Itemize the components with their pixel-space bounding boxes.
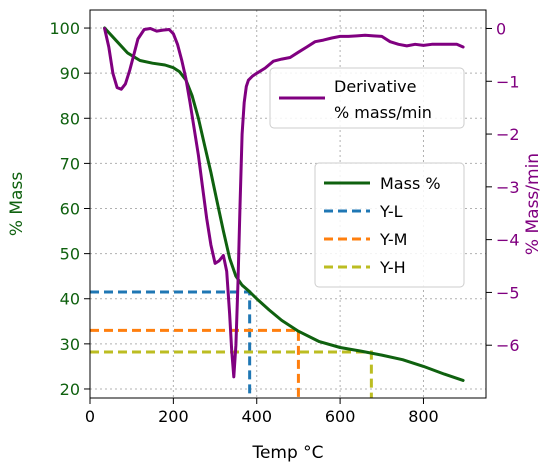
axis-layer: 0 200 400 600 800 20 30 40 50 60 70 80 90 100 0 −1 −2 −3 −… — [7, 19, 543, 463]
x-tick-label-400: 400 — [241, 407, 272, 426]
legend-derivative-box — [269, 67, 465, 129]
legend-derivative-label-line1: Derivative — [334, 77, 417, 96]
y-right-tick-label-m4: −4 — [496, 231, 520, 250]
y-left-tick-label-20: 20 — [60, 380, 80, 399]
ref-line-y-h — [90, 350, 373, 398]
y-right-tick-label-m5: −5 — [496, 283, 520, 302]
y-right-tick-label-m3: −3 — [496, 178, 520, 197]
y-left-axis-title: % Mass — [7, 172, 27, 236]
y-right-tick-label-m6: −6 — [496, 336, 520, 355]
legend-label-y-h: Y-H — [379, 258, 406, 277]
y-right-tick-label-0: 0 — [496, 19, 506, 38]
legend-layer: Derivative % mass/min Mass % Y-L Y-M Y-H — [269, 67, 465, 288]
legend-label-y-m: Y-M — [379, 230, 407, 249]
x-tick-label-600: 600 — [325, 407, 356, 426]
legend-label-mass: Mass % — [380, 174, 441, 193]
legend-derivative: Derivative % mass/min — [269, 67, 465, 129]
plot-frame — [89, 9, 487, 399]
y-left-tick-label-40: 40 — [60, 290, 80, 309]
ref-line-y-l — [90, 290, 252, 398]
series-line-derivative — [103, 27, 465, 379]
y-left-tick-label-100: 100 — [49, 19, 80, 38]
legend-mass: Mass % Y-L Y-M Y-H — [314, 162, 465, 288]
x-tick-label-0: 0 — [85, 407, 95, 426]
y-right-tick-label-m1: −1 — [496, 72, 520, 91]
y-right-axis-title: % Mass/min — [523, 153, 543, 255]
x-tick-label-200: 200 — [158, 407, 189, 426]
legend-label-y-l: Y-L — [379, 202, 403, 221]
series-line-mass — [103, 26, 465, 382]
legend-mass-box — [314, 162, 465, 288]
series-layer — [103, 26, 465, 382]
legend-derivative-label-line2: % mass/min — [334, 103, 432, 122]
x-tick-label-800: 800 — [408, 407, 439, 426]
y-left-tick-label-30: 30 — [60, 335, 80, 354]
y-left-tick-label-50: 50 — [60, 245, 80, 264]
y-left-tick-label-90: 90 — [60, 64, 80, 83]
y-left-tick-label-80: 80 — [60, 109, 80, 128]
x-axis-title: Temp °C — [251, 443, 323, 463]
y-right-tick-label-m2: −2 — [496, 125, 520, 144]
ref-line-y-m — [90, 328, 300, 398]
y-left-tick-label-70: 70 — [60, 154, 80, 173]
y-left-tick-label-60: 60 — [60, 200, 80, 219]
